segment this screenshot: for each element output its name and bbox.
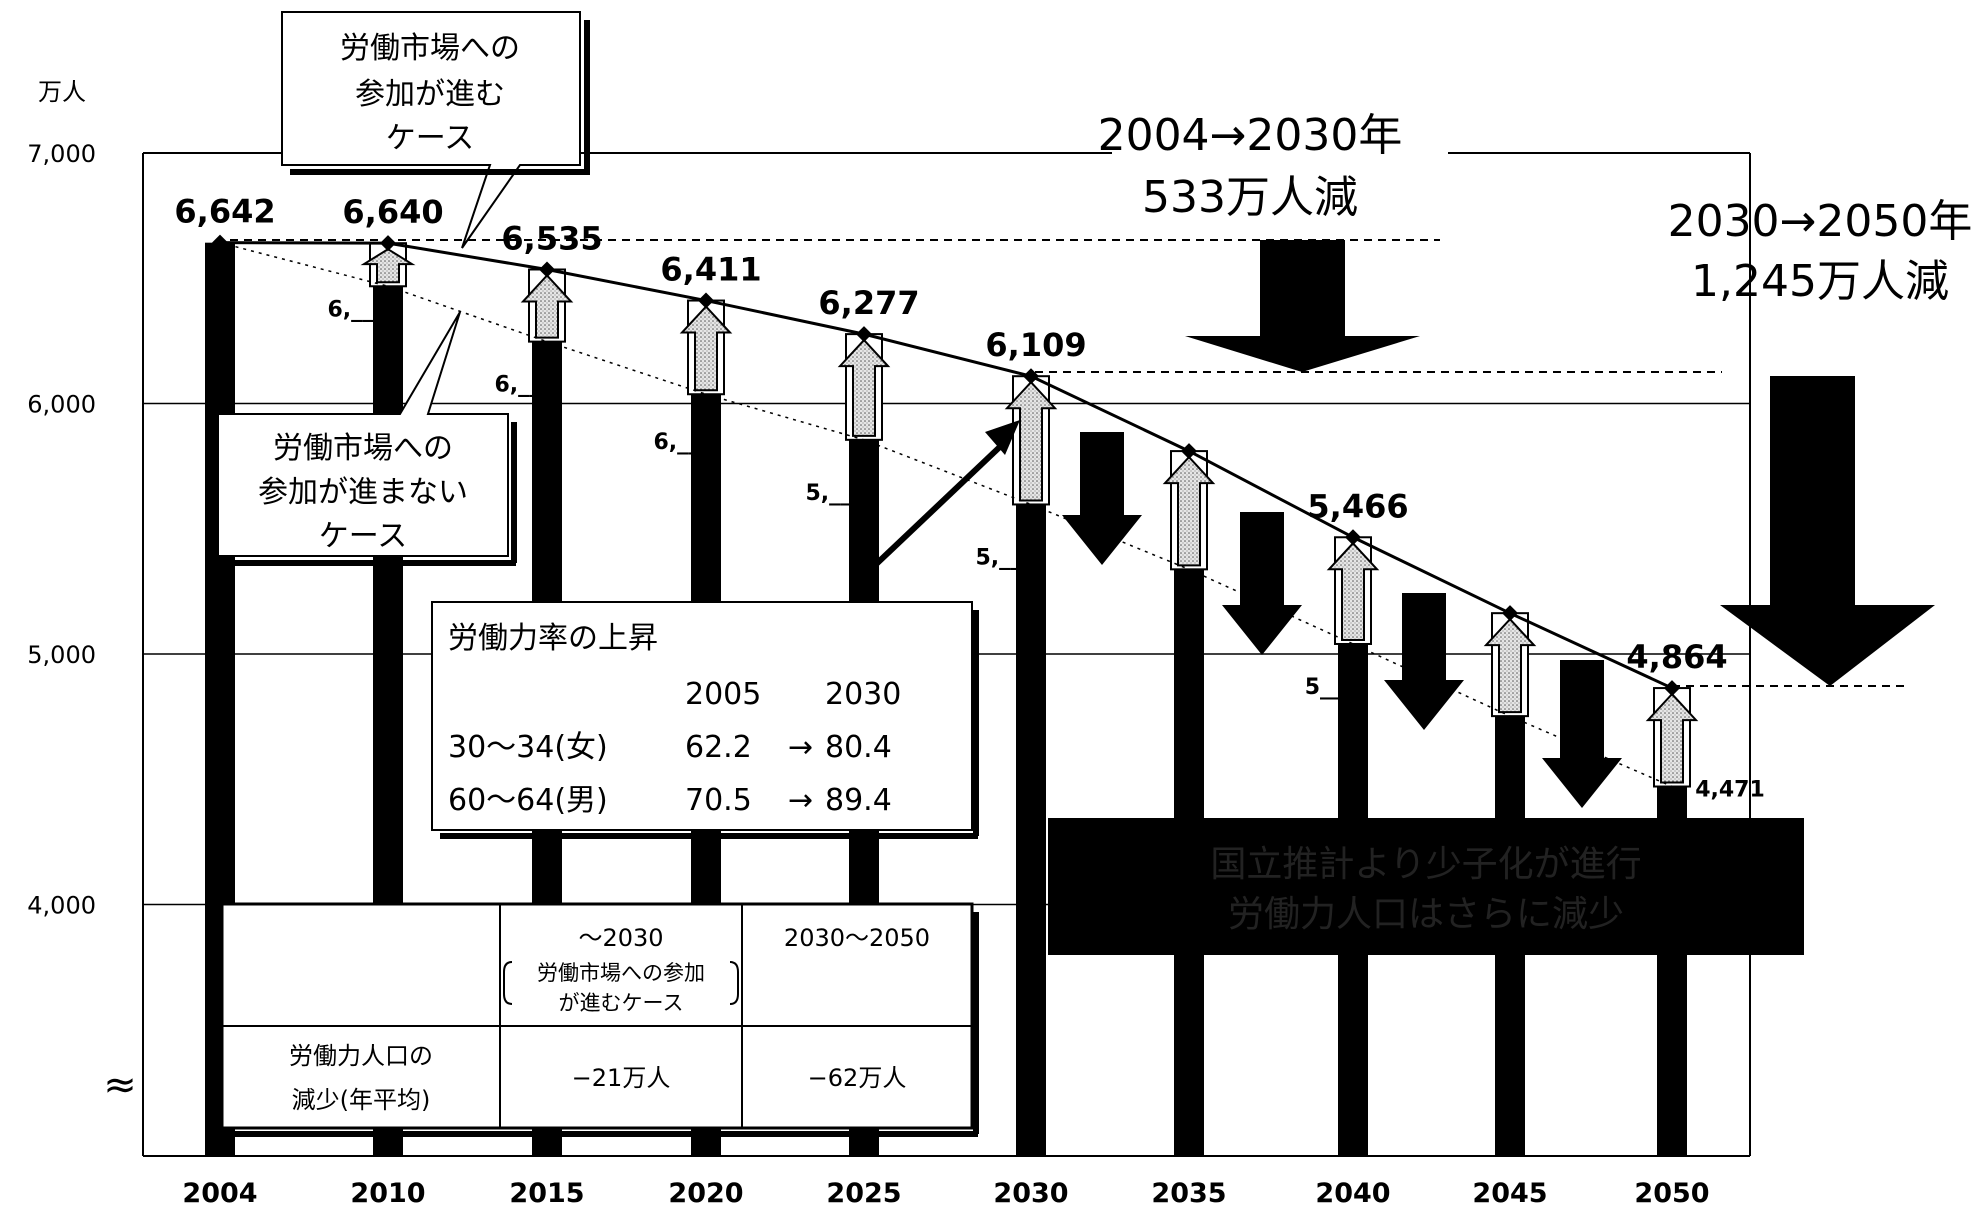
upper-value-label: 6,535 <box>501 219 602 257</box>
bar-no-advance <box>1016 504 1046 1156</box>
svg-text:30〜34(女): 30〜34(女) <box>448 730 608 765</box>
increase-up-arrow <box>1162 455 1216 567</box>
x-tick-label: 2045 <box>1472 1178 1547 1209</box>
svg-text:労働市場への: 労働市場への <box>273 431 453 466</box>
advance-marker <box>1502 605 1518 622</box>
y-tick-label: 6,000 <box>27 391 96 419</box>
advance-marker <box>1181 443 1197 460</box>
x-tick-label: 2050 <box>1634 1178 1709 1209</box>
svg-text:労働力人口の: 労働力人口の <box>289 1042 433 1070</box>
upper-value-label: 6,277 <box>818 284 919 322</box>
svg-text:が進むケース: が進むケース <box>559 991 684 1015</box>
svg-text:−21万人: −21万人 <box>572 1064 671 1092</box>
big-down-arrow-2004-2030 <box>1185 240 1420 372</box>
lower-value-label: 6,__7 <box>495 373 556 398</box>
decline-down-arrow <box>1542 660 1622 808</box>
projection-banner: 国立推計より少子化が進行 労働力人口はさらに減少 <box>1048 818 1804 955</box>
y-tick-labels: 7,000 6,000 5,000 4,000 <box>27 140 96 920</box>
y-tick-label: 4,000 <box>27 892 96 920</box>
x-tick-label: 2020 <box>668 1178 743 1209</box>
increase-up-arrow <box>360 248 416 284</box>
value-labels: 6,642 6,640 6,535 6,411 6,277 6,109 5,466 4,864… <box>174 193 1764 803</box>
increase-up-arrow <box>520 274 574 339</box>
y-tick-label: 7,000 <box>27 140 96 168</box>
decline-down-arrow <box>1384 593 1464 730</box>
labor-rate-title: 労働力率の上昇 <box>448 621 658 656</box>
lower-value-label: 5__4 <box>1305 675 1358 700</box>
x-tick-label: 2035 <box>1151 1178 1226 1209</box>
callout-no-advance-case: 労働市場への 参加が進まない ケース <box>217 311 517 566</box>
increase-up-arrow <box>1645 692 1699 784</box>
svg-text:89.4: 89.4 <box>825 783 892 818</box>
x-tick-labels: 2004 2010 2015 2020 2025 2030 2035 2040 2045 2050 <box>182 1178 1709 1209</box>
lower-value-label: 6,__7 <box>654 430 715 455</box>
x-tick-label: 2010 <box>350 1178 425 1209</box>
svg-text:参加が進む: 参加が進む <box>355 77 505 112</box>
lower-value-label: 5,__7 <box>976 545 1037 570</box>
advance-marker <box>212 234 228 251</box>
svg-text:〜2030: 〜2030 <box>578 924 663 952</box>
increase-up-arrow <box>837 338 891 437</box>
svg-text:労働力人口はさらに減少: 労働力人口はさらに減少 <box>1228 894 1624 935</box>
svg-text:→: → <box>788 730 813 765</box>
x-tick-label: 2015 <box>509 1178 584 1209</box>
advance-marker <box>1345 529 1361 546</box>
svg-text:減少(年平均): 減少(年平均) <box>292 1086 431 1114</box>
x-tick-label: 2030 <box>993 1178 1068 1209</box>
decline-2004-2030-line1: 2004→2030年 <box>1098 110 1403 161</box>
labor-rate-year-from: 2005 <box>685 677 761 712</box>
lower-value-label: 5,__5 <box>806 481 867 506</box>
svg-text:参加が進まない: 参加が進まない <box>258 475 468 510</box>
big-down-arrow-2030-2050 <box>1720 376 1935 686</box>
advance-case-line <box>219 241 1673 690</box>
decline-2004-2030-line2: 533万人減 <box>1142 172 1358 223</box>
increase-up-arrow <box>1483 617 1537 714</box>
svg-text:60〜64(男): 60〜64(男) <box>448 783 608 818</box>
rate-pointer-arrow <box>867 420 1020 573</box>
upper-value-label: 6,109 <box>985 326 1086 364</box>
advance-marker <box>698 292 714 309</box>
advance-marker <box>1664 680 1680 697</box>
decline-2030-2050-line1: 2030→2050年 <box>1668 196 1973 247</box>
svg-text:国立推計より少子化が進行: 国立推計より少子化が進行 <box>1210 844 1641 885</box>
lower-value-label: 4,471 <box>1695 778 1765 803</box>
upper-value-label: 4,864 <box>1626 638 1727 676</box>
increase-up-arrow <box>1326 541 1380 641</box>
no-advance-trend-line <box>219 241 1673 788</box>
svg-text:労働市場への: 労働市場への <box>340 31 520 66</box>
increase-up-arrow <box>1004 380 1058 502</box>
upper-value-label: 6,411 <box>660 251 761 289</box>
decline-2030-2050-line2: 1,245万人減 <box>1691 256 1949 307</box>
svg-text:62.2: 62.2 <box>685 730 752 765</box>
y-unit-label: 万人 <box>38 78 86 106</box>
svg-text:80.4: 80.4 <box>825 730 892 765</box>
svg-text:2030〜2050: 2030〜2050 <box>784 924 930 952</box>
svg-text:→: → <box>788 783 813 818</box>
upper-value-label: 6,640 <box>342 193 443 231</box>
callout-advance-case: 労働市場への 参加が進む ケース <box>281 11 590 249</box>
advance-marker <box>539 261 555 278</box>
svg-text:−62万人: −62万人 <box>808 1064 907 1092</box>
advance-marker <box>856 326 872 343</box>
decline-down-arrow <box>1062 432 1142 565</box>
svg-text:労働市場への参加: 労働市場への参加 <box>537 961 705 985</box>
x-tick-label: 2004 <box>182 1178 257 1209</box>
increase-up-arrow <box>679 305 733 392</box>
svg-text:ケース: ケース <box>386 121 475 156</box>
svg-text:70.5: 70.5 <box>685 783 752 818</box>
x-tick-label: 2025 <box>826 1178 901 1209</box>
upper-value-label: 6,642 <box>174 193 275 231</box>
decline-down-arrow <box>1222 512 1302 655</box>
labor-rate-year-to: 2030 <box>825 677 901 712</box>
summary-table: 〜2030 労働市場への参加 が進むケース 2030〜2050 労働力人口の 減… <box>220 902 979 1137</box>
labor-rate-box: 労働力率の上昇 2005 2030 30〜34(女) 62.2 → 80.4 6… <box>431 601 979 839</box>
lower-value-label: 6,__8 <box>328 297 389 322</box>
y-tick-label: 5,000 <box>27 641 96 669</box>
advance-case-markers <box>212 234 1680 697</box>
svg-text:ケース: ケース <box>319 519 408 554</box>
axis-break-symbol: ≈ <box>103 1062 137 1108</box>
upper-value-label: 5,466 <box>1307 487 1408 525</box>
x-tick-label: 2040 <box>1315 1178 1390 1209</box>
